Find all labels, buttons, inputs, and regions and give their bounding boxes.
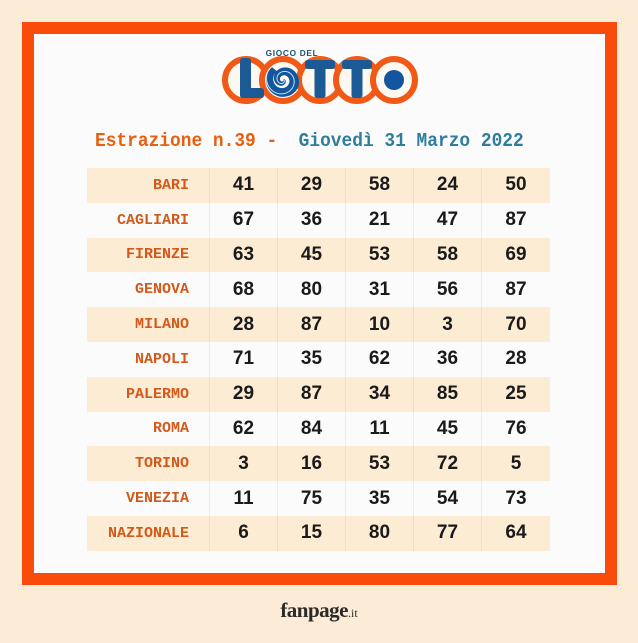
svg-text:GIOCO DEL: GIOCO DEL <box>266 48 319 58</box>
